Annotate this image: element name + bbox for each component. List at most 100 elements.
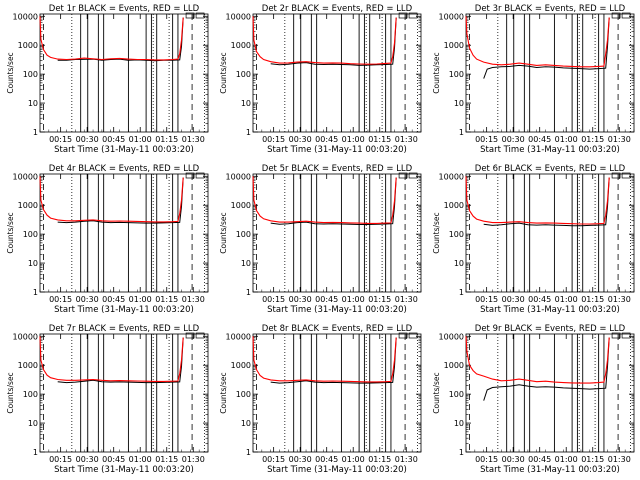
y-tick-label: 1 <box>33 288 38 297</box>
x-tick-label: 01:30 <box>395 295 418 304</box>
top-box-marker <box>621 332 631 339</box>
plot-frame <box>465 13 635 133</box>
top-box-marker <box>611 172 621 179</box>
x-tick-label: 00:15 <box>49 135 72 144</box>
y-tick-label: 10 <box>241 259 251 268</box>
x-tick-label: 00:45 <box>315 455 338 464</box>
x-tick-label: 00:15 <box>49 295 72 304</box>
y-tick-label: 1 <box>33 128 38 137</box>
y-tick-label: 1000 <box>231 361 251 370</box>
panel-title: Det 1r BLACK = Events, RED = LLD <box>49 4 200 14</box>
panel-det-3: Det 3r BLACK = Events, RED = LLD 1 10 100 10… <box>432 4 635 155</box>
x-tick-label: 00:45 <box>315 295 338 304</box>
y-tick-label: 10 <box>28 99 38 108</box>
x-tick-label: 01:00 <box>555 135 578 144</box>
x-tick-label: 00:45 <box>315 135 338 144</box>
y-tick-label: 100 <box>236 230 251 239</box>
y-tick-label: 10000 <box>226 172 251 181</box>
x-tick-label: 00:15 <box>475 295 498 304</box>
x-tick-label: 01:15 <box>155 295 178 304</box>
x-tick-label: 01:30 <box>395 455 418 464</box>
x-tick-label: 00:15 <box>262 455 285 464</box>
x-tick-label: 00:45 <box>102 295 125 304</box>
y-tick-label: 1000 <box>18 361 38 370</box>
top-box-marker <box>621 12 631 19</box>
x-tick-label: 00:30 <box>502 295 525 304</box>
x-tick-label: 00:45 <box>528 455 551 464</box>
series-line-lld <box>252 176 397 224</box>
y-axis-label: Counts/sec <box>6 212 15 253</box>
series-line-lld <box>465 16 610 68</box>
y-tick-label: 10000 <box>13 332 38 341</box>
top-box-marker <box>611 12 621 19</box>
x-tick-label: 01:30 <box>608 455 631 464</box>
y-tick-label: 10000 <box>439 12 464 21</box>
x-tick-label: 00:45 <box>102 135 125 144</box>
panel-title: Det 6r BLACK = Events, RED = LLD <box>475 164 626 174</box>
y-tick-label: 10000 <box>226 332 251 341</box>
y-axis-label: Counts/sec <box>219 212 228 253</box>
x-tick-label: 00:15 <box>49 455 72 464</box>
y-tick-label: 1000 <box>18 41 38 50</box>
panel-det-1: Det 1r BLACK = Events, RED = LLD 1 10 100 10… <box>6 4 209 155</box>
y-tick-label: 100 <box>236 70 251 79</box>
top-box-marker <box>621 172 631 179</box>
x-tick-label: 00:30 <box>289 455 312 464</box>
series-line-lld <box>39 176 184 223</box>
x-tick-label: 00:30 <box>502 455 525 464</box>
y-tick-label: 10000 <box>439 172 464 181</box>
x-tick-label: 00:30 <box>76 295 99 304</box>
top-box-marker <box>195 172 205 179</box>
x-tick-label: 01:00 <box>342 455 365 464</box>
x-tick-label: 01:15 <box>368 455 391 464</box>
y-tick-label: 10 <box>454 259 464 268</box>
y-axis-label: Counts/sec <box>6 372 15 413</box>
y-axis-label: Counts/sec <box>432 212 441 253</box>
panel-det-9: Det 9r BLACK = Events, RED = LLD 1 10 100 10… <box>432 324 635 475</box>
panel-det-8: Det 8r BLACK = Events, RED = LLD 1 10 100 10… <box>219 324 422 475</box>
x-tick-label: 00:30 <box>76 455 99 464</box>
series-line-events <box>57 337 184 384</box>
series-line-lld <box>252 336 397 383</box>
panel-det-5: Det 5r BLACK = Events, RED = LLD 1 10 100 10… <box>219 164 422 315</box>
x-tick-label: 00:45 <box>528 295 551 304</box>
y-tick-label: 10000 <box>226 12 251 21</box>
top-box-marker <box>398 12 408 19</box>
x-tick-label: 00:30 <box>289 135 312 144</box>
panel-det-7: Det 7r BLACK = Events, RED = LLD 1 10 100 10… <box>6 324 209 475</box>
plot-frame <box>39 173 209 293</box>
x-tick-label: 01:00 <box>555 295 578 304</box>
series-line-events <box>483 337 610 401</box>
x-tick-label: 00:15 <box>262 295 285 304</box>
x-tick-label: 01:00 <box>555 455 578 464</box>
series-line-lld <box>465 176 610 225</box>
series-line-events <box>483 177 610 227</box>
x-tick-label: 01:15 <box>155 455 178 464</box>
panel-title: Det 2r BLACK = Events, RED = LLD <box>262 4 413 14</box>
top-box-marker <box>408 12 418 19</box>
x-tick-label: 01:00 <box>342 135 365 144</box>
x-axis-label: Start Time (31-May-11 00:03:20) <box>54 305 194 315</box>
y-tick-label: 1 <box>246 288 251 297</box>
series-line-events <box>270 177 397 225</box>
y-axis-label: Counts/sec <box>219 52 228 93</box>
x-tick-label: 01:00 <box>129 455 152 464</box>
y-tick-label: 1 <box>459 448 464 457</box>
y-tick-label: 100 <box>449 230 464 239</box>
top-box-marker <box>611 332 621 339</box>
series-line-lld <box>39 336 184 382</box>
x-tick-label: 01:15 <box>155 135 178 144</box>
panel-title: Det 3r BLACK = Events, RED = LLD <box>475 4 626 14</box>
series-line-events <box>483 17 610 79</box>
x-axis-label: Start Time (31-May-11 00:03:20) <box>267 465 407 475</box>
x-axis-label: Start Time (31-May-11 00:03:20) <box>267 145 407 155</box>
y-tick-label: 10 <box>28 259 38 268</box>
x-axis-label: Start Time (31-May-11 00:03:20) <box>267 305 407 315</box>
y-tick-label: 10000 <box>439 332 464 341</box>
y-axis-label: Counts/sec <box>219 372 228 413</box>
plot-frame <box>39 333 209 453</box>
y-tick-label: 1000 <box>231 201 251 210</box>
panel-title: Det 8r BLACK = Events, RED = LLD <box>262 324 413 334</box>
series-line-lld <box>465 336 610 384</box>
top-box-marker <box>398 172 408 179</box>
